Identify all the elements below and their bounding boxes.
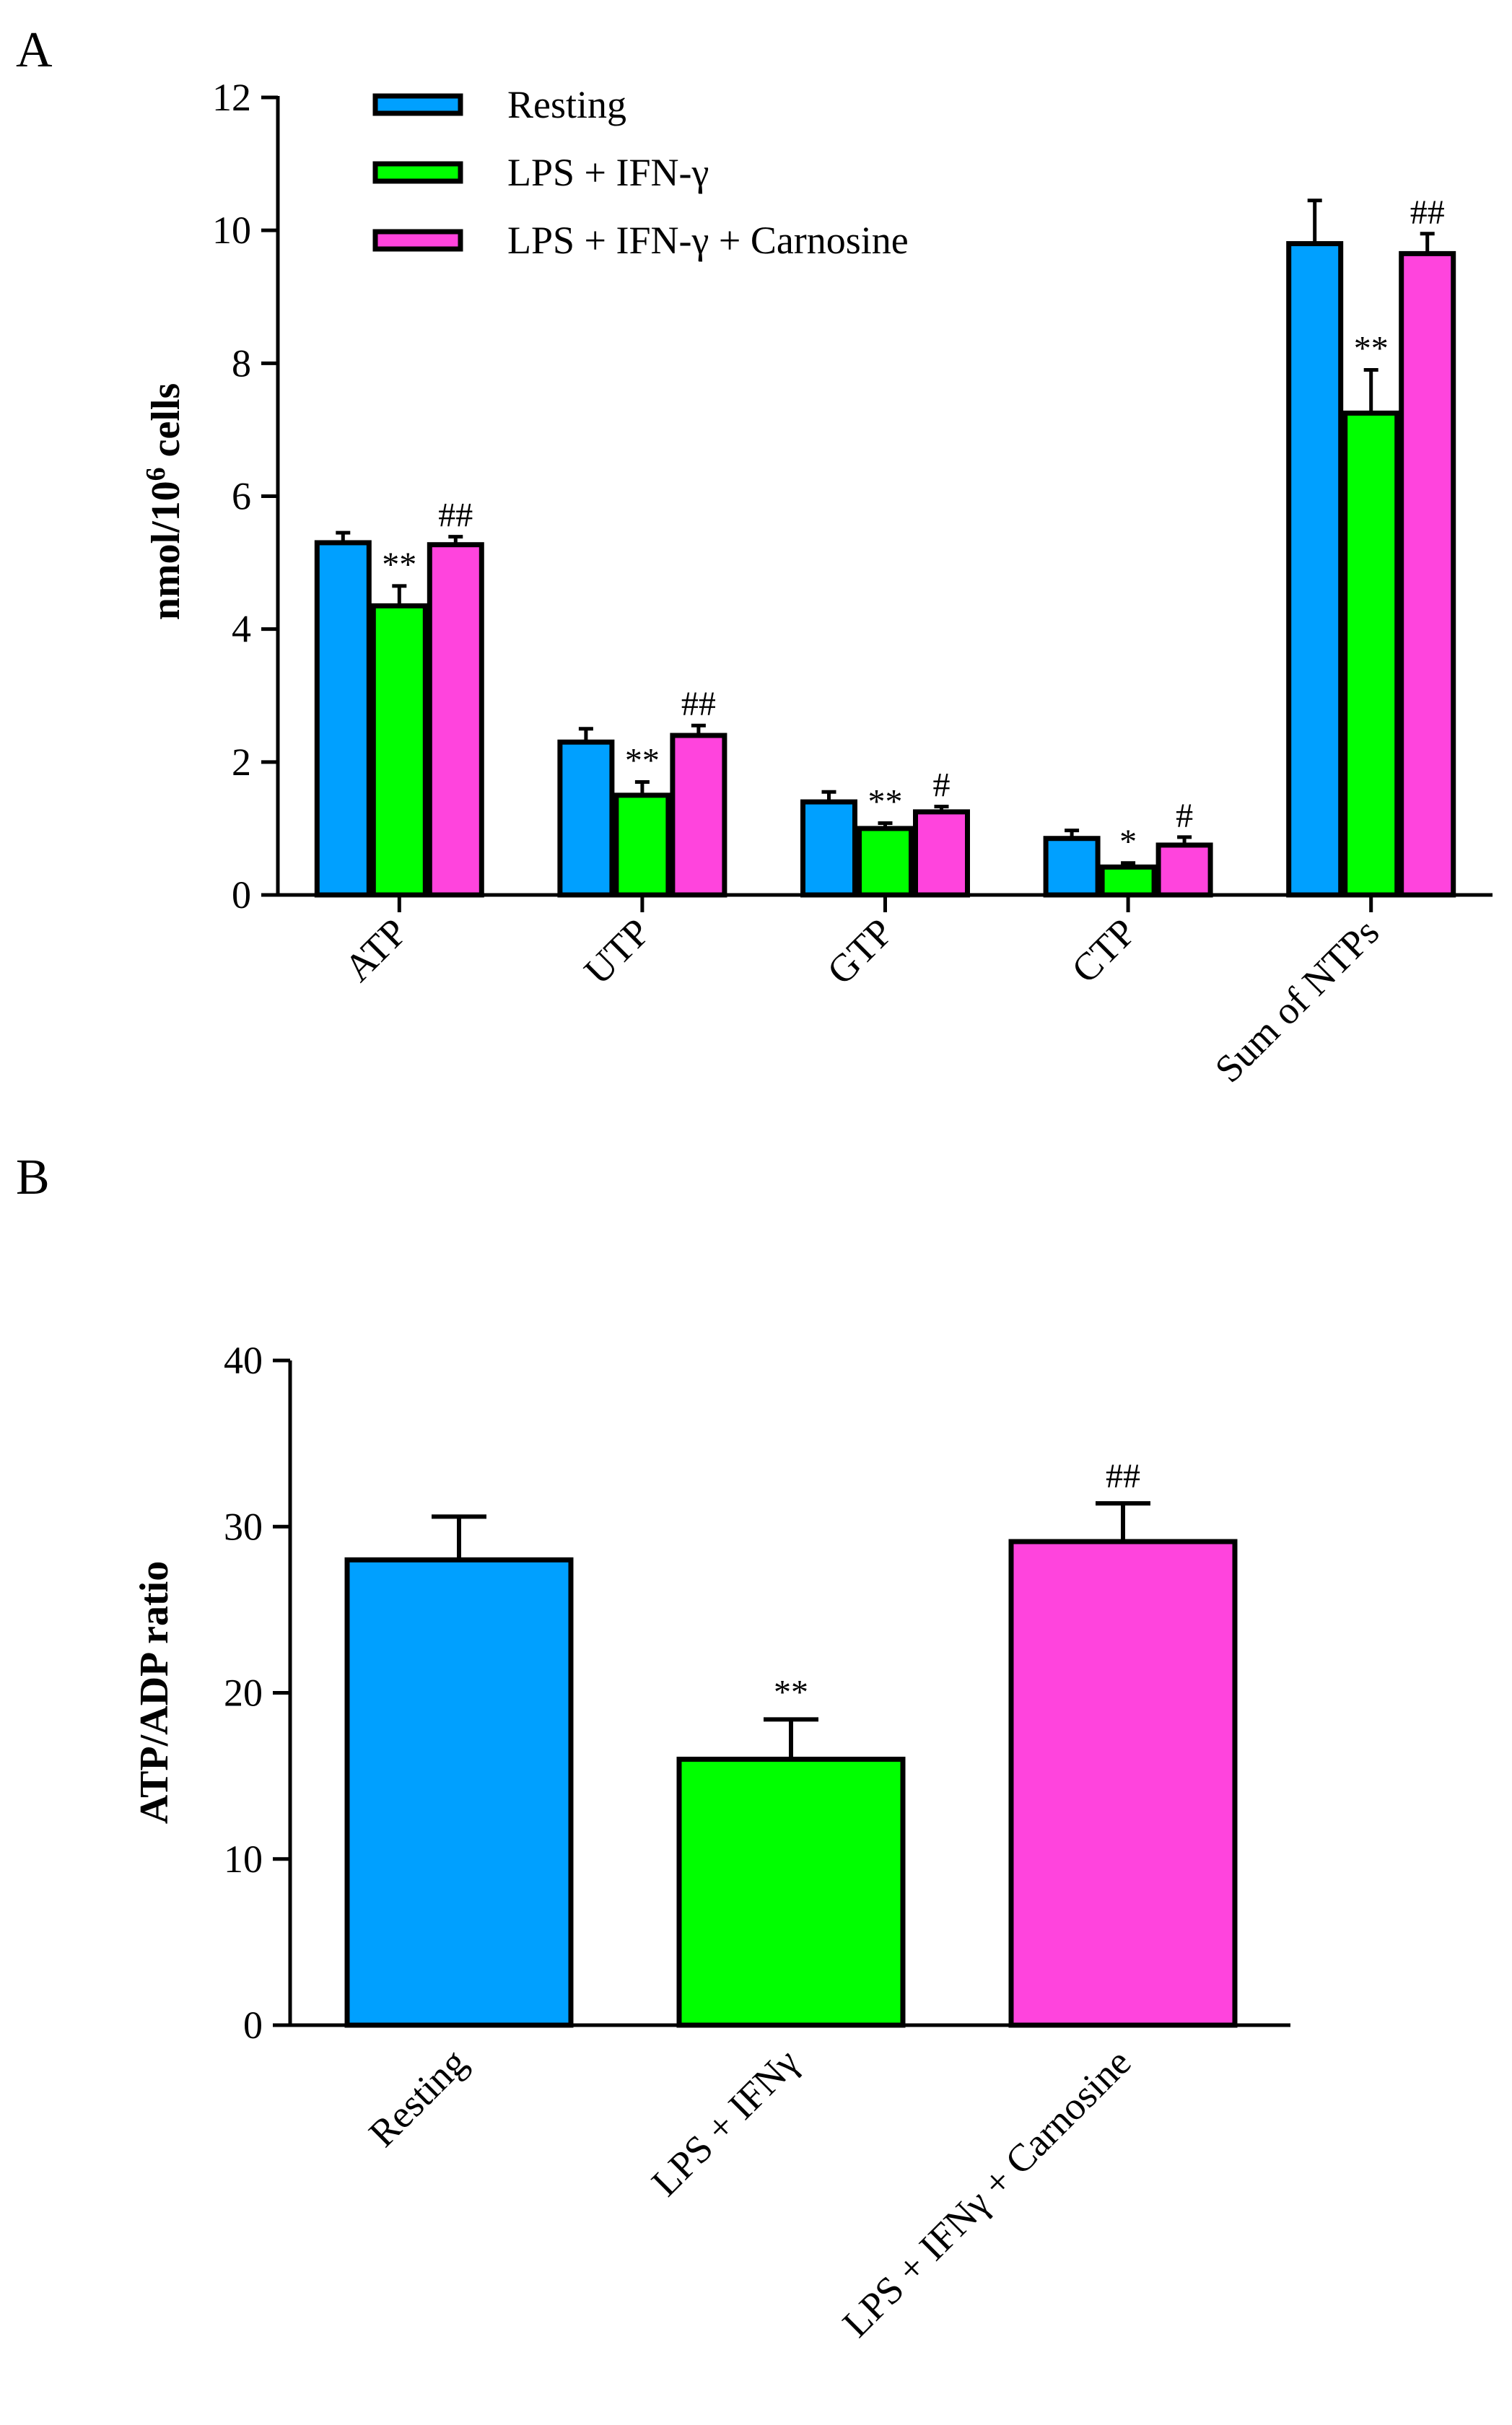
panel-a-ctp-lps-ifn-bar (1099, 864, 1157, 898)
panel-a-sum-of-ntps-lps-ifn-carnosine-significance: ## (1410, 193, 1445, 232)
panel-a-category-label-sum-of-ntps: Sum of NTPs (1207, 910, 1387, 1091)
panel-b-y-tick-label-40: 40 (224, 1339, 263, 1382)
panel-b-lps-ifn-carnosine-significance: ## (1106, 1457, 1140, 1495)
panel-a-sum-of-ntps-resting-bar (1286, 241, 1344, 898)
panel-a-atp-lps-ifn-carnosine-significance: ## (438, 497, 473, 535)
panel-b-letter: B (16, 1150, 50, 1205)
panel-a-atp-lps-ifn-carnosine-bar (427, 542, 484, 898)
legend-label-resting: Resting (507, 83, 626, 126)
panel-b-y-tick-label-30: 30 (224, 1505, 263, 1548)
panel-a-letter: A (16, 22, 53, 78)
panel-b-bars: ** ## (344, 1457, 1238, 2028)
panel-a-category-label-utp: UTP (576, 910, 659, 993)
panel-a-category-label-gtp: GTP (818, 910, 901, 993)
panel-a-ctp-resting-bar (1043, 836, 1101, 898)
panel-a-y-tick-label-0: 0 (232, 873, 251, 917)
panel-a-atp-resting-bar (314, 540, 372, 898)
panel-a-category-labels: ATP UTP GTP CTP Sum of NTPs (336, 895, 1387, 1091)
panel-a-ctp-lps-ifn-significance: * (1119, 823, 1137, 861)
panel-a-legend: Resting LPS + IFN-γ LPS + IFN-γ + Carnosin… (372, 83, 909, 262)
panel-a-category-label-atp: ATP (336, 910, 415, 989)
panel-a-bars: ** ## ** ## ** # * # ** ## (314, 193, 1456, 898)
panel-a-y-title-tail: cells (144, 383, 188, 468)
panel-b: B ATP/ADP ratio 0 10 20 30 40 ** ## Resting LP… (16, 1150, 1290, 2346)
legend-swatch-lps-ifn-carnosine (372, 229, 463, 252)
panel-a-utp-resting-bar (557, 739, 615, 898)
panel-a-utp-lps-ifn-significance: ** (625, 741, 660, 779)
panel-b-category-label-lps-ifn-carnosine: LPS + IFNγ + Carnosine (834, 2040, 1140, 2346)
panel-a-ctp-lps-ifn-carnosine-bar (1155, 842, 1213, 898)
panel-a-y-tick-label-6: 6 (232, 475, 251, 518)
panel-b-ticks: 0 10 20 30 40 (224, 1339, 290, 2047)
panel-b-resting-bar (344, 1557, 574, 2028)
panel-b-category-label-resting: Resting (360, 2040, 475, 2155)
panel-b-y-tick-label-0: 0 (243, 2004, 263, 2047)
panel-a-utp-lps-ifn-bar (613, 792, 671, 898)
panel-b-lps-ifn-significance: ** (774, 1673, 808, 1711)
panel-a-utp-lps-ifn-carnosine-significance: ## (681, 685, 716, 723)
panel-b-category-label-lps-ifn: LPS + IFNγ (643, 2040, 807, 2204)
panel-a-y-title-main: nmol/10 (144, 481, 188, 620)
legend-label-lps-ifn-carnosine: LPS + IFN-γ + Carnosine (507, 219, 909, 262)
panel-b-category-labels: Resting LPS + IFNγ LPS + IFNγ + Carnosine (360, 2040, 1139, 2346)
panel-a-sum-of-ntps-lps-ifn-significance: ** (1354, 330, 1389, 368)
panel-b-y-tick-label-10: 10 (224, 1838, 263, 1881)
panel-a-atp-lps-ifn-bar (370, 603, 428, 898)
panel-a-y-tick-label-2: 2 (232, 740, 251, 784)
legend-swatch-lps-ifn (372, 161, 463, 184)
panel-a-atp-lps-ifn-significance: ** (382, 546, 416, 584)
legend-label-lps-ifn: LPS + IFN-γ (507, 151, 709, 194)
panel-a-y-axis-title: nmol/106 cells (141, 383, 188, 621)
panel-a-y-title-sup: 6 (141, 467, 171, 481)
panel-b-y-axis-title: ATP/ADP ratio (132, 1561, 177, 1824)
panel-a-sum-of-ntps-lps-ifn-carnosine-bar (1399, 250, 1456, 898)
panel-b-y-tick-label-20: 20 (224, 1672, 263, 1715)
panel-a-utp-lps-ifn-carnosine-bar (670, 733, 727, 898)
panel-a-gtp-lps-ifn-carnosine-significance: # (933, 766, 951, 805)
panel-a-gtp-lps-ifn-bar (857, 826, 914, 898)
panel-a-ctp-lps-ifn-carnosine-significance: # (1176, 797, 1193, 835)
panel-a-sum-of-ntps-lps-ifn-bar (1342, 410, 1400, 898)
panel-a-y-tick-label-10: 10 (212, 209, 251, 252)
panel-a-y-tick-label-4: 4 (232, 608, 251, 651)
panel-a-gtp-lps-ifn-carnosine-bar (913, 809, 970, 898)
panel-b-lps-ifn-bar (676, 1757, 906, 2028)
panel-a-category-label-ctp: CTP (1063, 910, 1144, 991)
panel-a-y-tick-label-12: 12 (212, 76, 251, 119)
panel-b-lps-ifn-carnosine-bar (1008, 1539, 1238, 2028)
panel-a-ticks: 0 2 4 6 8 10 12 (212, 76, 278, 917)
panel-a-gtp-resting-bar (800, 799, 857, 898)
legend-swatch-resting (372, 93, 463, 116)
panel-a-y-tick-label-8: 8 (232, 341, 251, 385)
panel-a-gtp-lps-ifn-significance: ** (868, 783, 903, 821)
